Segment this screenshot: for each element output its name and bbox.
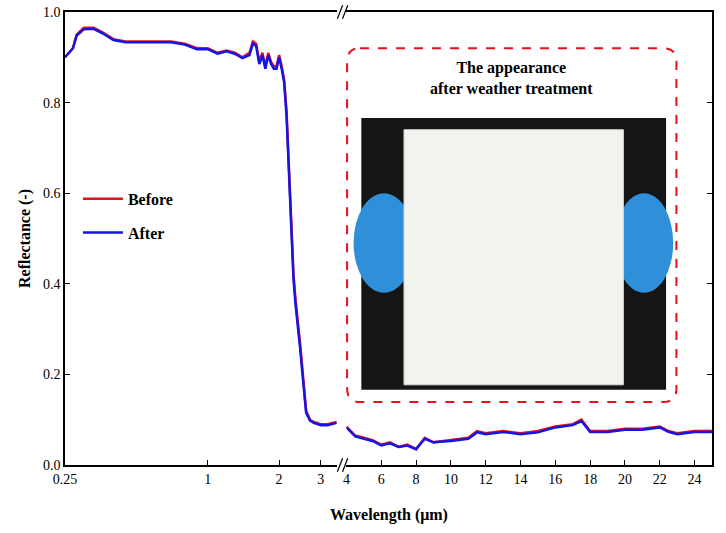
svg-text:16: 16 <box>548 472 562 487</box>
svg-text:22: 22 <box>653 472 667 487</box>
svg-text:20: 20 <box>618 472 632 487</box>
svg-text:0.8: 0.8 <box>43 96 61 111</box>
svg-text:1: 1 <box>204 472 211 487</box>
svg-text:The appearanceafter weather tr: The appearanceafter weather treatment <box>430 59 593 97</box>
svg-text:8: 8 <box>413 472 420 487</box>
svg-text:1.0: 1.0 <box>43 5 61 20</box>
svg-text:0.2: 0.2 <box>43 367 61 382</box>
svg-text:Reflectance (-): Reflectance (-) <box>16 189 34 288</box>
svg-text:4: 4 <box>343 472 350 487</box>
svg-text:14: 14 <box>514 472 528 487</box>
svg-text:Wavelength (μm): Wavelength (μm) <box>330 506 448 524</box>
svg-text:After: After <box>128 225 164 242</box>
svg-text:6: 6 <box>378 472 385 487</box>
svg-text:0.0: 0.0 <box>43 458 61 473</box>
svg-text:18: 18 <box>583 472 597 487</box>
svg-text:3: 3 <box>317 472 324 487</box>
svg-text:Before: Before <box>128 191 173 208</box>
svg-text:0.6: 0.6 <box>43 186 61 201</box>
svg-text:10: 10 <box>444 472 458 487</box>
svg-text:24: 24 <box>688 472 702 487</box>
svg-text:2: 2 <box>276 472 283 487</box>
svg-text:12: 12 <box>479 472 493 487</box>
svg-text:0.4: 0.4 <box>43 277 61 292</box>
svg-text:0.25: 0.25 <box>53 472 78 487</box>
